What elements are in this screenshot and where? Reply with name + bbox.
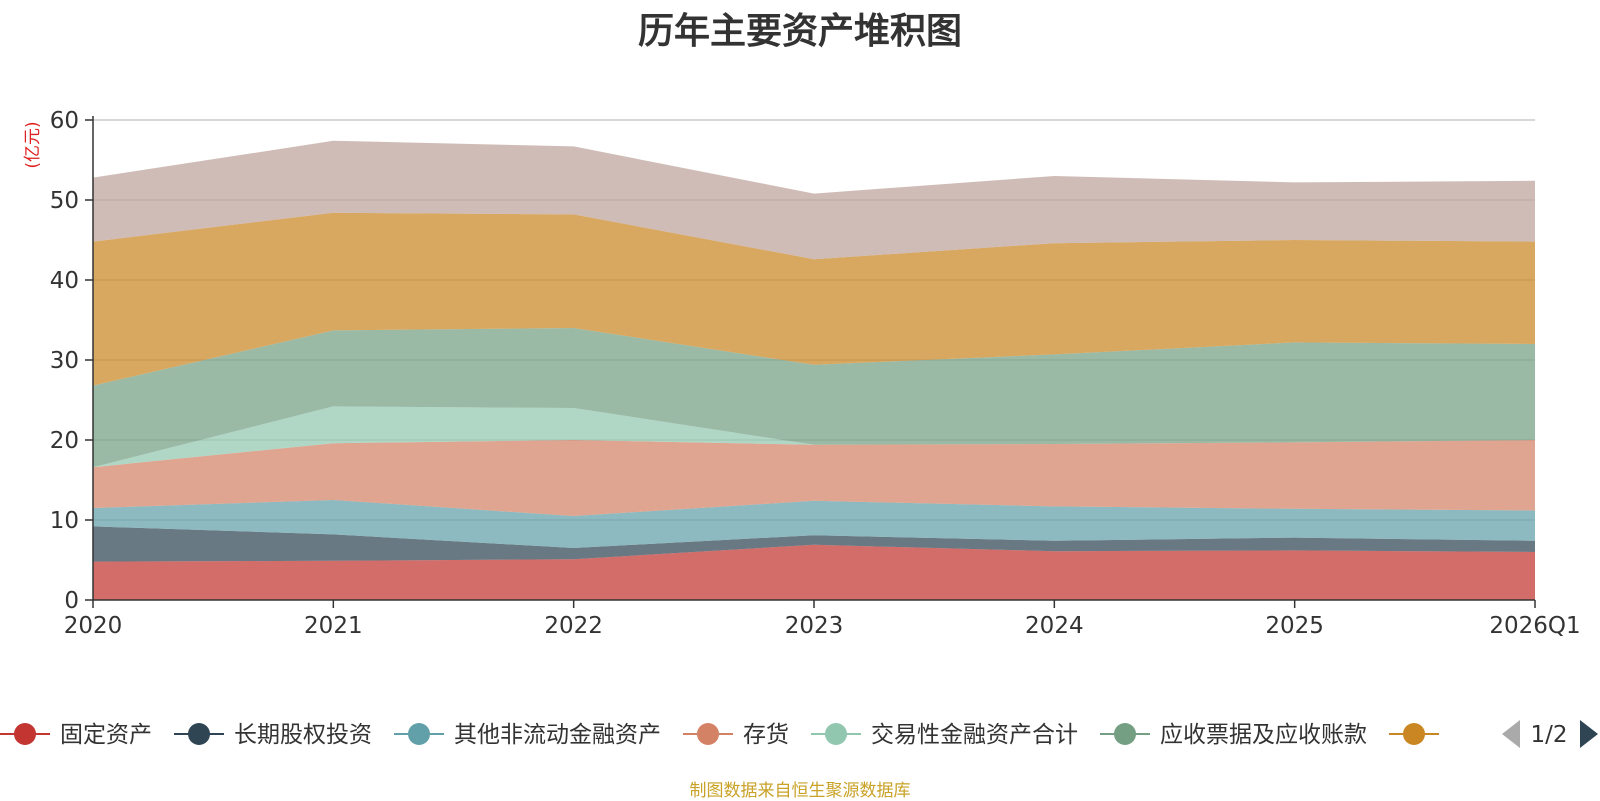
area-series-5 [93,406,1535,468]
legend-circle-icon [697,723,719,745]
legend-item-3: 其他非流动金融资产 [394,722,661,748]
legend-label: 交易性金融资产合计 [871,722,1078,748]
y-tick-label-10: 10 [50,508,79,534]
chart-title: 历年主要资产堆积图 [637,11,962,52]
legend-circle-icon [188,723,210,745]
legend-item-7 [1389,723,1439,745]
y-tick-label-0: 0 [64,588,79,614]
area-series-4 [93,440,1535,516]
legend-pager: 1/2 [1502,720,1598,748]
legend-item-5: 交易性金融资产合计 [811,722,1078,748]
legend-label: 应收票据及应收账款 [1160,722,1367,748]
legend-item-1: 固定资产 [0,722,152,748]
legend-label: 固定资产 [60,722,152,748]
x-tick-label-2022: 2022 [544,613,603,639]
legend-label: 其他非流动金融资产 [454,722,661,748]
x-tick-label-2020: 2020 [64,613,123,639]
legend-circle-icon [825,723,847,745]
legend-circle-icon [1114,723,1136,745]
y-tick-label-40: 40 [50,268,79,294]
area-series-2 [93,526,1535,562]
legend-label: 长期股权投资 [234,722,372,748]
legend: 固定资产 长期股权投资 其他非流动金融资产 存货 交易性金融资产合计 应收票据及应收账款 [0,722,1439,748]
x-tick-label-2023: 2023 [785,613,844,639]
legend-next-arrow-icon[interactable] [1580,720,1598,748]
axes: 0 10 20 30 40 50 60 2020 2021 2022 2023 2024 2025 202… [50,108,1581,639]
data-source-note: 制图数据来自恒生聚源数据库 [689,781,911,801]
legend-item-4: 存货 [683,722,789,748]
area-series-7 [93,212,1535,386]
x-tick-label-2026Q1: 2026Q1 [1489,613,1580,639]
legend-page-indicator: 1/2 [1530,722,1567,748]
area-series-3 [93,500,1535,548]
y-tick-label-30: 30 [50,348,79,374]
legend-prev-arrow-icon[interactable] [1502,720,1520,748]
x-tick-label-2025: 2025 [1265,613,1324,639]
legend-circle-icon [1403,723,1425,745]
area-series-6 [93,328,1535,468]
y-axis-unit-label: (亿元) [23,121,43,168]
area-series-1 [93,544,1535,600]
legend-label: 存货 [743,722,789,748]
x-tick-label-2021: 2021 [304,613,363,639]
y-tick-label-20: 20 [50,428,79,454]
area-series-8 [93,140,1535,260]
legend-item-2: 长期股权投资 [174,722,372,748]
x-tick-label-2024: 2024 [1025,613,1084,639]
legend-circle-icon [408,723,430,745]
legend-circle-icon [14,723,36,745]
stacked-areas [93,140,1535,600]
y-tick-label-50: 50 [50,188,79,214]
y-tick-label-60: 60 [50,108,79,134]
legend-item-6: 应收票据及应收账款 [1100,722,1367,748]
